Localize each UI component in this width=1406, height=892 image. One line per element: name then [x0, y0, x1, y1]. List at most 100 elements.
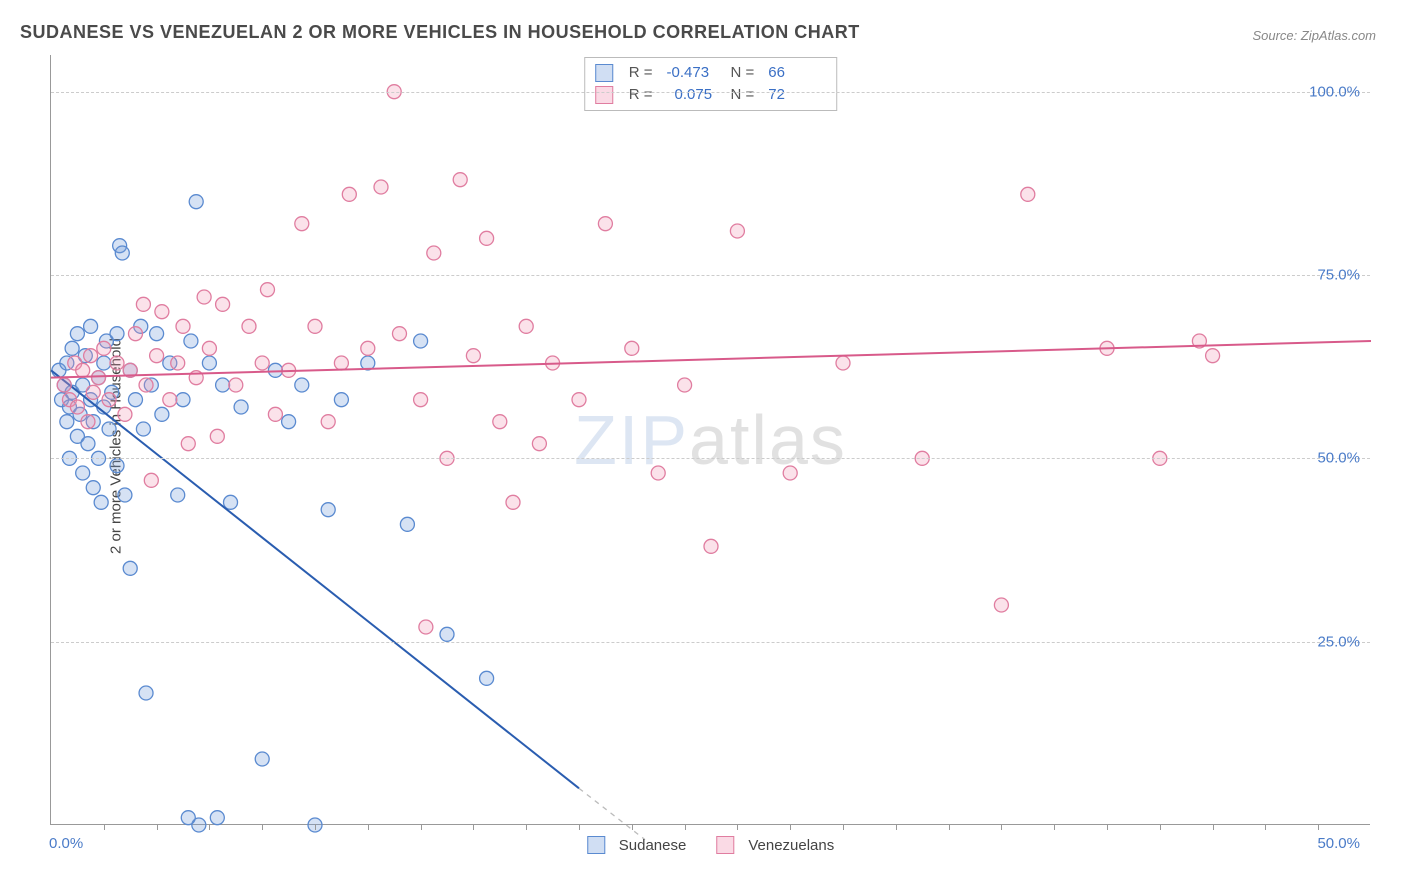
scatter-point — [128, 393, 142, 407]
x-tick — [632, 824, 633, 830]
x-tick — [104, 824, 105, 830]
x-tick — [685, 824, 686, 830]
scatter-point — [57, 378, 71, 392]
scatter-point — [176, 319, 190, 333]
scatter-point — [453, 173, 467, 187]
scatter-point — [70, 400, 84, 414]
n-label-1: N = — [731, 84, 755, 106]
scatter-point — [361, 341, 375, 355]
scatter-point — [1206, 349, 1220, 363]
scatter-point — [466, 349, 480, 363]
legend-item-sudanese: Sudanese — [587, 836, 687, 854]
x-tick-label-min: 0.0% — [49, 835, 83, 852]
scatter-point — [70, 327, 84, 341]
scatter-point — [216, 378, 230, 392]
scatter-point — [836, 356, 850, 370]
scatter-point — [493, 415, 507, 429]
scatter-point — [480, 671, 494, 685]
scatter-point — [155, 305, 169, 319]
x-tick — [1265, 824, 1266, 830]
legend-swatch-sudanese — [587, 836, 605, 854]
x-tick — [1160, 824, 1161, 830]
scatter-point — [189, 195, 203, 209]
legend-item-venezuelan: Venezuelans — [716, 836, 834, 854]
x-tick — [737, 824, 738, 830]
scatter-point — [136, 297, 150, 311]
stats-row-venezuelan: R = 0.075 N = 72 — [595, 84, 823, 106]
scatter-point — [1021, 187, 1035, 201]
scatter-point — [110, 327, 124, 341]
scatter-point — [118, 488, 132, 502]
bottom-legend: Sudanese Venezuelans — [587, 836, 834, 854]
scatter-point — [260, 283, 274, 297]
scatter-point — [184, 334, 198, 348]
scatter-point — [84, 349, 98, 363]
gridline-h — [51, 642, 1370, 643]
scatter-point — [86, 385, 100, 399]
scatter-point — [102, 393, 116, 407]
gridline-h — [51, 92, 1370, 93]
scatter-point — [202, 356, 216, 370]
scatter-point — [224, 495, 238, 509]
scatter-point — [181, 811, 195, 825]
gridline-h — [51, 458, 1370, 459]
x-tick — [368, 824, 369, 830]
scatter-point — [210, 429, 224, 443]
scatter-point — [234, 400, 248, 414]
scatter-point — [115, 246, 129, 260]
legend-label-venezuelan: Venezuelans — [748, 837, 834, 854]
scatter-point — [163, 393, 177, 407]
scatter-point — [197, 290, 211, 304]
scatter-point — [110, 459, 124, 473]
scatter-point — [86, 481, 100, 495]
scatter-point — [295, 217, 309, 231]
scatter-point — [60, 415, 74, 429]
scatter-point — [242, 319, 256, 333]
scatter-point — [171, 356, 185, 370]
scatter-point — [374, 180, 388, 194]
scatter-point — [110, 356, 124, 370]
scatter-point — [506, 495, 520, 509]
scatter-svg — [51, 55, 1370, 824]
scatter-point — [730, 224, 744, 238]
scatter-point — [181, 437, 195, 451]
scatter-point — [92, 371, 106, 385]
scatter-point — [480, 231, 494, 245]
scatter-point — [419, 620, 433, 634]
scatter-point — [229, 378, 243, 392]
x-tick — [473, 824, 474, 830]
scatter-point — [282, 415, 296, 429]
scatter-point — [150, 327, 164, 341]
scatter-point — [651, 466, 665, 480]
scatter-point — [81, 415, 95, 429]
scatter-point — [440, 627, 454, 641]
n-label-0: N = — [731, 62, 755, 84]
scatter-point — [334, 356, 348, 370]
scatter-point — [255, 752, 269, 766]
x-tick — [1213, 824, 1214, 830]
swatch-venezuelan — [595, 86, 613, 104]
scatter-point — [123, 561, 137, 575]
x-tick — [1318, 824, 1319, 830]
scatter-point — [321, 415, 335, 429]
x-tick — [157, 824, 158, 830]
legend-swatch-venezuelan — [716, 836, 734, 854]
y-tick-label: 50.0% — [1317, 450, 1360, 467]
scatter-point — [625, 341, 639, 355]
scatter-point — [139, 686, 153, 700]
x-tick — [1001, 824, 1002, 830]
chart-plot-area: ZIPatlas R = -0.473 N = 66 R = 0.075 N =… — [50, 55, 1370, 825]
scatter-point — [118, 407, 132, 421]
scatter-point — [128, 327, 142, 341]
scatter-point — [321, 503, 335, 517]
scatter-point — [598, 217, 612, 231]
r-value-sudanese: -0.473 — [667, 62, 717, 84]
x-tick — [790, 824, 791, 830]
x-tick — [526, 824, 527, 830]
scatter-point — [94, 495, 108, 509]
scatter-point — [532, 437, 546, 451]
scatter-point — [295, 378, 309, 392]
scatter-point — [202, 341, 216, 355]
scatter-point — [783, 466, 797, 480]
y-tick-label: 100.0% — [1309, 83, 1360, 100]
